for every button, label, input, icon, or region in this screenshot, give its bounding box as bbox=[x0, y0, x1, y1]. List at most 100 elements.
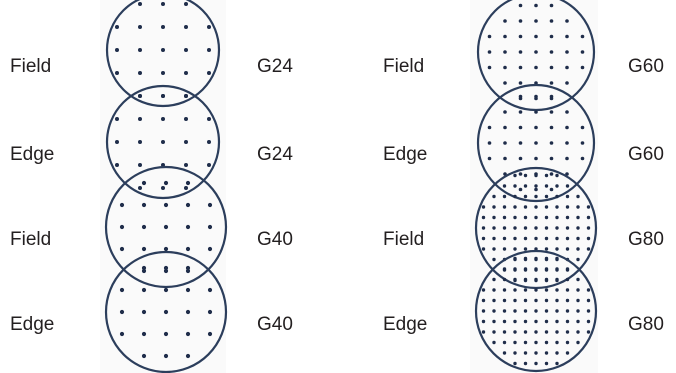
grid-dot bbox=[487, 65, 492, 70]
grid-dot bbox=[534, 187, 538, 192]
grid-dot bbox=[513, 256, 517, 261]
right-row-3-pattern-circle bbox=[474, 166, 598, 290]
grid-dot bbox=[503, 50, 507, 54]
grid-dot bbox=[565, 340, 570, 345]
grid-dot bbox=[555, 247, 559, 251]
grid-dot bbox=[544, 330, 549, 334]
grid-dot bbox=[119, 224, 125, 230]
right-row-4-pattern-label: Edge bbox=[383, 314, 428, 335]
grid-dot bbox=[207, 48, 211, 52]
grid-dot bbox=[523, 215, 528, 220]
grid-dot bbox=[586, 309, 591, 313]
grid-dot bbox=[555, 256, 559, 261]
grid-dot bbox=[518, 172, 523, 176]
grid-dot bbox=[138, 25, 142, 29]
grid-dot bbox=[565, 19, 569, 23]
grid-dot bbox=[534, 298, 538, 303]
grid-dot bbox=[492, 309, 496, 313]
grid-dot bbox=[502, 267, 507, 271]
grid-dot bbox=[481, 226, 486, 230]
grid-dot bbox=[518, 141, 523, 145]
grid-dot bbox=[534, 94, 538, 99]
grid-dot bbox=[544, 247, 549, 251]
grid-dot bbox=[555, 361, 559, 366]
grid-dot bbox=[492, 215, 496, 220]
grid-dot bbox=[487, 34, 492, 39]
grid-dot bbox=[207, 117, 211, 121]
grid-dot bbox=[565, 319, 570, 324]
grid-dot bbox=[138, 163, 142, 167]
grid-dot bbox=[502, 340, 507, 345]
grid-dot bbox=[119, 246, 125, 252]
grid-dot bbox=[523, 361, 528, 366]
grid-dot bbox=[549, 110, 554, 114]
grid-dot bbox=[565, 34, 569, 39]
grid-dot bbox=[518, 3, 523, 8]
grid-dot bbox=[555, 340, 559, 345]
grid-dot bbox=[185, 331, 191, 337]
grid-dot bbox=[502, 184, 507, 188]
grid-dot bbox=[481, 298, 486, 303]
grid-dot bbox=[163, 268, 169, 274]
grid-dot bbox=[502, 277, 507, 282]
grid-dot bbox=[565, 156, 569, 161]
grid-dot bbox=[513, 215, 517, 220]
grid-dot bbox=[586, 298, 591, 303]
grid-dot bbox=[138, 2, 142, 6]
grid-dot bbox=[492, 205, 496, 209]
grid-dot bbox=[549, 187, 554, 192]
grid-dot bbox=[207, 331, 213, 337]
grid-dot bbox=[544, 340, 549, 345]
grid-dot bbox=[534, 110, 538, 114]
grid-dot bbox=[565, 194, 570, 199]
grid-dot bbox=[492, 330, 496, 334]
grid-dot bbox=[555, 298, 559, 303]
grid-dot bbox=[503, 34, 507, 39]
grid-dot bbox=[586, 205, 591, 209]
grid-dot bbox=[185, 268, 191, 274]
grid-dot bbox=[534, 361, 538, 366]
grid-dot bbox=[513, 173, 517, 178]
grid-dot bbox=[534, 205, 538, 209]
grid-dot bbox=[549, 94, 554, 99]
circle-outline bbox=[476, 83, 596, 203]
grid-dot bbox=[141, 246, 147, 252]
grid-dot bbox=[534, 330, 538, 334]
right-row-2-pattern-circle bbox=[476, 83, 596, 203]
grid-dot bbox=[119, 309, 125, 315]
grid-dot bbox=[184, 2, 188, 6]
grid-dot bbox=[523, 194, 528, 199]
grid-dot bbox=[518, 34, 523, 39]
grid-dot bbox=[492, 247, 496, 251]
grid-dot bbox=[534, 3, 538, 8]
grid-dot bbox=[503, 110, 507, 114]
grid-dot bbox=[544, 319, 549, 324]
grid-dot bbox=[565, 205, 570, 209]
right-row-2-pattern-label: Edge bbox=[383, 144, 428, 165]
grid-dot bbox=[138, 186, 142, 190]
left-row-3-pattern-label: Field bbox=[10, 229, 52, 250]
grid-dot bbox=[163, 180, 169, 186]
grid-dot bbox=[185, 353, 191, 359]
grid-dot bbox=[503, 141, 507, 145]
grid-dot bbox=[523, 298, 528, 303]
grid-dot bbox=[141, 180, 147, 186]
grid-dot bbox=[523, 184, 528, 188]
grid-dot bbox=[481, 288, 486, 292]
grid-dot bbox=[586, 226, 591, 230]
grid-dot bbox=[565, 330, 570, 334]
grid-dot bbox=[565, 351, 570, 355]
right-row-1-grid-label: G60 bbox=[628, 56, 664, 77]
grid-dot bbox=[544, 226, 549, 230]
grid-dot bbox=[586, 319, 591, 324]
left-row-1-grid-label: G24 bbox=[257, 56, 293, 77]
grid-dot bbox=[487, 141, 492, 145]
grid-dot bbox=[549, 34, 554, 39]
grid-dot bbox=[502, 351, 507, 355]
grid-dot bbox=[492, 194, 496, 199]
grid-dot bbox=[184, 48, 188, 52]
grid-dot bbox=[523, 267, 528, 271]
grid-dot bbox=[555, 236, 559, 241]
grid-dot bbox=[184, 25, 188, 29]
